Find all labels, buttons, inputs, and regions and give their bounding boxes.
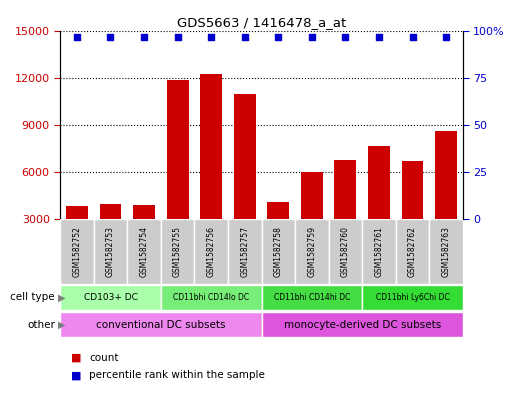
Text: GSM1582762: GSM1582762 (408, 226, 417, 277)
Bar (402, 161, 424, 219)
Bar (127, 219, 161, 284)
Bar (295, 219, 328, 284)
Bar (362, 219, 396, 284)
Text: GSM1582752: GSM1582752 (72, 226, 82, 277)
Bar (262, 312, 463, 338)
Bar (234, 94, 256, 219)
Bar (262, 219, 295, 284)
Text: GSM1582760: GSM1582760 (341, 226, 350, 277)
Bar (396, 219, 429, 284)
Text: GSM1582759: GSM1582759 (308, 226, 316, 277)
Bar (60, 312, 262, 338)
Bar (362, 285, 463, 310)
Point (207, 34, 215, 40)
Text: GSM1582761: GSM1582761 (374, 226, 383, 277)
Point (106, 34, 115, 40)
Bar (99, 204, 121, 219)
Text: ▶: ▶ (58, 292, 65, 303)
Text: ■: ■ (71, 370, 81, 380)
Text: count: count (89, 353, 118, 363)
Text: GSM1582753: GSM1582753 (106, 226, 115, 277)
Text: GSM1582757: GSM1582757 (240, 226, 249, 277)
Bar (228, 219, 262, 284)
Bar (167, 80, 188, 219)
Text: CD103+ DC: CD103+ DC (84, 293, 138, 302)
Title: GDS5663 / 1416478_a_at: GDS5663 / 1416478_a_at (177, 16, 346, 29)
Text: GSM1582755: GSM1582755 (173, 226, 182, 277)
Bar (368, 145, 390, 219)
Bar (267, 202, 289, 219)
Bar (195, 219, 228, 284)
Text: percentile rank within the sample: percentile rank within the sample (89, 370, 265, 380)
Bar (161, 219, 195, 284)
Text: monocyte-derived DC subsets: monocyte-derived DC subsets (283, 320, 441, 329)
Bar (161, 285, 262, 310)
Text: GSM1582758: GSM1582758 (274, 226, 283, 277)
Point (408, 34, 417, 40)
Point (341, 34, 349, 40)
Text: conventional DC subsets: conventional DC subsets (96, 320, 225, 329)
Bar (66, 206, 88, 219)
Bar (328, 219, 362, 284)
Text: GSM1582763: GSM1582763 (441, 226, 451, 277)
Point (140, 34, 148, 40)
Text: CD11bhi CD14hi DC: CD11bhi CD14hi DC (274, 293, 350, 302)
Bar (301, 172, 323, 219)
Text: other: other (27, 320, 55, 329)
Text: ▶: ▶ (58, 320, 65, 329)
Point (73, 34, 81, 40)
Point (241, 34, 249, 40)
Text: GSM1582754: GSM1582754 (140, 226, 149, 277)
Bar (60, 285, 161, 310)
Bar (94, 219, 127, 284)
Text: GSM1582756: GSM1582756 (207, 226, 215, 277)
Text: CD11bhi CD14lo DC: CD11bhi CD14lo DC (173, 293, 249, 302)
Bar (60, 219, 94, 284)
Text: ■: ■ (71, 353, 81, 363)
Point (442, 34, 450, 40)
Bar (429, 219, 463, 284)
Point (308, 34, 316, 40)
Bar (262, 285, 362, 310)
Point (274, 34, 282, 40)
Point (174, 34, 182, 40)
Bar (435, 132, 457, 219)
Bar (335, 160, 356, 219)
Bar (200, 73, 222, 219)
Point (375, 34, 383, 40)
Text: CD11bhi Ly6Chi DC: CD11bhi Ly6Chi DC (376, 293, 449, 302)
Text: cell type: cell type (10, 292, 55, 303)
Bar (133, 205, 155, 219)
